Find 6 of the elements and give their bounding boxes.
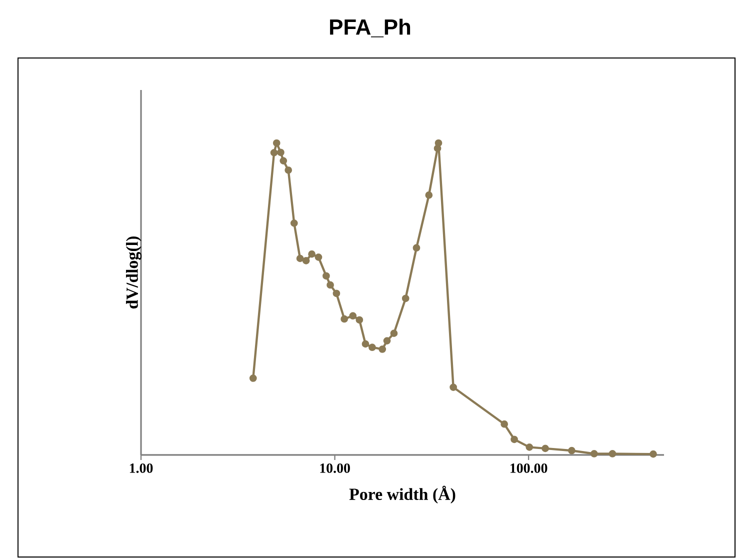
- x-tick-label: 10.00: [320, 464, 350, 473]
- x-tick-label: 100.00: [510, 464, 548, 473]
- y-axis-title: dV/dlog(l): [126, 236, 142, 308]
- x-tick-label: 1.00: [130, 464, 153, 473]
- chart-title: PFA_Ph: [330, 18, 410, 38]
- x-axis-title: Pore width (Å): [349, 486, 456, 504]
